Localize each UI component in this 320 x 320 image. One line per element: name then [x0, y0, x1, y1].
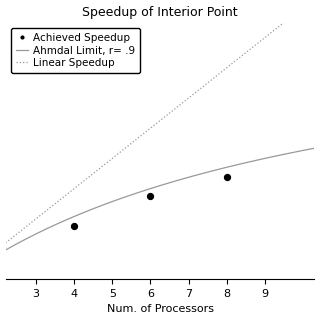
- Linear Speedup: [228, 63, 232, 67]
- Ahmdal Limit, r= .9: [313, 146, 316, 150]
- X-axis label: Num. of Processors: Num. of Processors: [107, 304, 213, 315]
- Line: Linear Speedup: Linear Speedup: [5, 0, 315, 243]
- Linear Speedup: [227, 64, 230, 68]
- Ahmdal Limit, r= .9: [198, 172, 202, 176]
- Ahmdal Limit, r= .9: [227, 165, 230, 169]
- Ahmdal Limit, r= .9: [41, 229, 44, 233]
- Ahmdal Limit, r= .9: [104, 202, 108, 206]
- Ahmdal Limit, r= .9: [4, 248, 7, 252]
- Ahmdal Limit, r= .9: [228, 164, 232, 168]
- Linear Speedup: [104, 161, 108, 165]
- Title: Speedup of Interior Point: Speedup of Interior Point: [82, 5, 238, 19]
- Linear Speedup: [126, 144, 130, 148]
- Achieved Speedup: [148, 194, 153, 199]
- Legend: Achieved Speedup, Ahmdal Limit, r= .9, Linear Speedup: Achieved Speedup, Ahmdal Limit, r= .9, L…: [11, 28, 140, 73]
- Ahmdal Limit, r= .9: [126, 194, 130, 198]
- Achieved Speedup: [224, 174, 229, 179]
- Line: Ahmdal Limit, r= .9: Ahmdal Limit, r= .9: [5, 148, 315, 250]
- Linear Speedup: [198, 87, 202, 91]
- Achieved Speedup: [72, 224, 77, 229]
- Linear Speedup: [4, 241, 7, 245]
- Linear Speedup: [41, 212, 44, 215]
